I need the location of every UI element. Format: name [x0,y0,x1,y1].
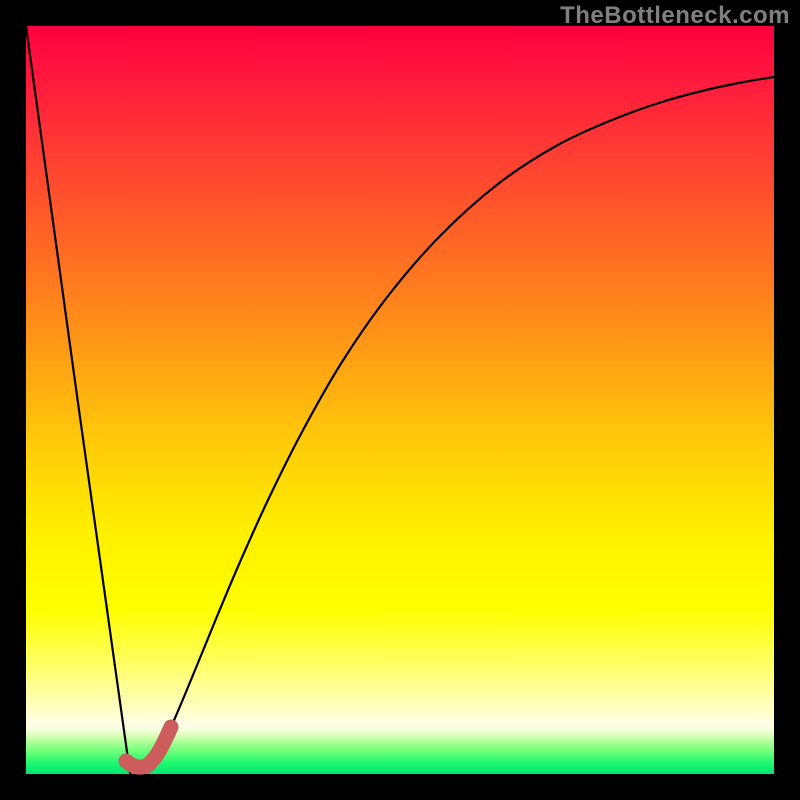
watermark-text: TheBottleneck.com [560,2,790,30]
plot-area [26,26,774,774]
chart-svg [0,0,800,800]
chart-container: TheBottleneck.com [0,0,800,800]
